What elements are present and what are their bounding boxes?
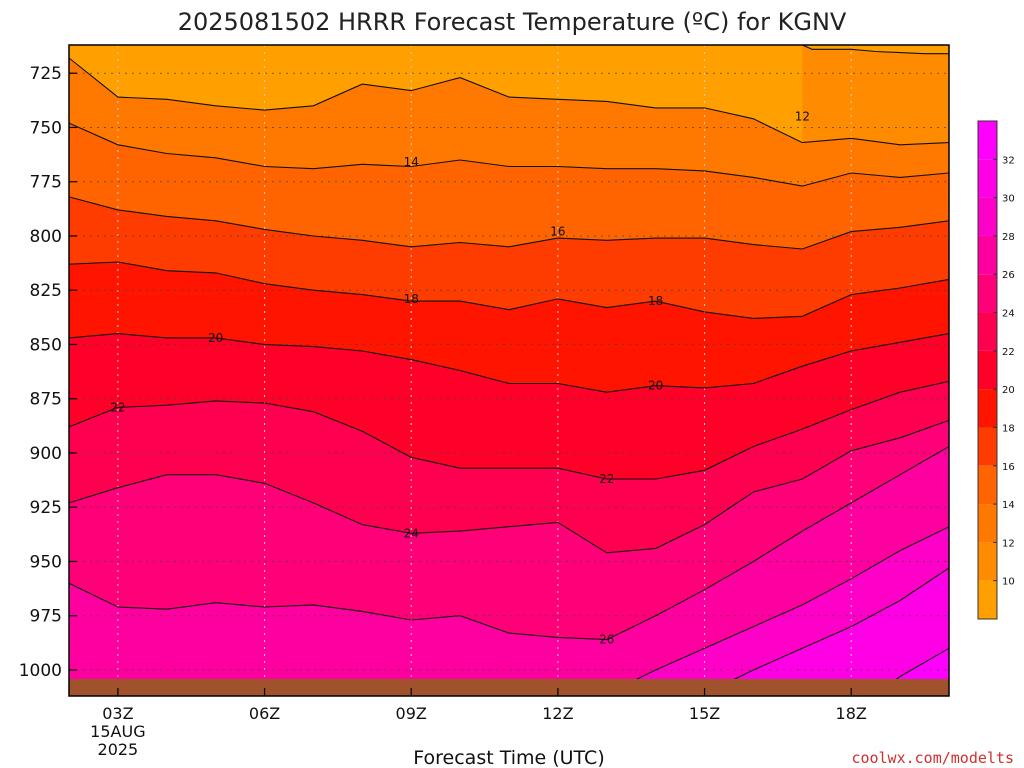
x-tick-label: 15Z [689, 704, 720, 723]
colorbar-label: 18 [1002, 423, 1015, 434]
y-tick-label: 1000 [19, 661, 62, 681]
contour-line-12 [802, 44, 949, 55]
contour-lines [68, 44, 950, 695]
colorbar-band-8 [978, 580, 997, 619]
colorbar-label: 14 [1002, 500, 1015, 511]
y-tick-label: 775 [30, 173, 62, 193]
contour-label: 20 [208, 331, 223, 345]
contour-label: 16 [550, 225, 565, 239]
colorbar-label: 12 [1002, 538, 1015, 549]
colorbar-label: 30 [1002, 194, 1015, 205]
contour-line-16 [68, 122, 950, 187]
colorbar-band-22 [978, 312, 997, 351]
colorbar-label: 28 [1002, 232, 1015, 243]
colorbar-label: 16 [1002, 462, 1015, 473]
contour-line-30 [606, 526, 950, 695]
y-tick-label: 925 [30, 498, 62, 518]
contour-label: 20 [648, 379, 663, 393]
x-tick-label: 06Z [249, 704, 280, 723]
colorbar-band-10 [978, 542, 997, 581]
contour-line-32 [704, 567, 950, 695]
colorbar-label: 22 [1002, 347, 1015, 358]
colorbar-band-20 [978, 350, 997, 390]
colorbar-label: 32 [1002, 155, 1015, 166]
contour-label: 22 [110, 400, 125, 414]
colorbar-band-32 [978, 121, 997, 160]
fill-band-28 [69, 446, 949, 696]
y-tick-label: 975 [30, 607, 62, 627]
colorbar-band-26 [978, 235, 997, 275]
contour-line-24 [68, 380, 950, 480]
contour-line-28 [68, 446, 950, 641]
colorbar-band-14 [978, 465, 997, 505]
chart-title: 2025081502 HRRR Forecast Temperature (ºC… [178, 8, 847, 36]
ground-surface [69, 679, 949, 696]
x-tick-year: 2025 [98, 740, 139, 759]
contour-line-20 [68, 261, 950, 319]
colorbar-band-24 [978, 274, 997, 313]
y-tick-label: 825 [30, 281, 62, 301]
contour-label: 22 [599, 472, 614, 486]
colorbar-band-28 [978, 197, 997, 236]
contour-label: 18 [404, 292, 419, 306]
contour-label: 14 [404, 155, 419, 169]
y-tick-label: 875 [30, 390, 62, 410]
contour-line-14 [68, 57, 950, 146]
colorbar-frame [977, 120, 998, 620]
y-tick-label: 900 [30, 444, 62, 464]
y-tick-label: 725 [30, 64, 62, 84]
contour-line-22 [68, 333, 950, 393]
colorbar-label: 10 [1002, 577, 1015, 588]
y-tick-label: 950 [30, 552, 62, 572]
colorbar-label: 20 [1002, 385, 1015, 396]
x-tick-label: 12Z [542, 704, 573, 723]
colorbar-label: 24 [1002, 309, 1015, 320]
x-tick-label: 03Z [102, 704, 133, 723]
y-axis: 725 750 775 800 825 850 875 900 925 950 975 1000 [19, 64, 77, 681]
x-tick-date: 15AUG [90, 722, 145, 741]
plot-frame [68, 44, 950, 697]
x-tick-label: 09Z [396, 704, 427, 723]
y-tick-label: 750 [30, 118, 62, 138]
colorbar-band-30 [978, 159, 997, 198]
contour-label: 18 [648, 294, 663, 308]
surface-strip [69, 679, 949, 696]
contour-label: 24 [404, 526, 419, 540]
colorbar: 10 12 14 16 18 20 22 24 26 28 30 32 [977, 120, 1015, 620]
contour-label: 26 [599, 633, 614, 647]
temperature-fill [69, 45, 949, 697]
contour-line-18 [68, 196, 950, 250]
x-tick-label: 18Z [836, 704, 867, 723]
contour-line-26 [68, 419, 950, 554]
colorbar-label: 26 [1002, 270, 1015, 281]
contour-labels: 12 14 16 18 18 20 20 22 22 24 26 [110, 110, 810, 647]
y-tick-label: 800 [30, 227, 62, 247]
contour-label: 12 [795, 110, 810, 124]
x-axis-label: Forecast Time (UTC) [413, 747, 604, 768]
fill-band-32 [704, 568, 949, 696]
colorbar-band-16 [978, 427, 997, 466]
credit-text: coolwx.com/modelts [851, 749, 1014, 767]
y-tick-label: 850 [30, 335, 62, 355]
colorbar-band-18 [978, 389, 997, 428]
colorbar-band-12 [978, 504, 997, 543]
